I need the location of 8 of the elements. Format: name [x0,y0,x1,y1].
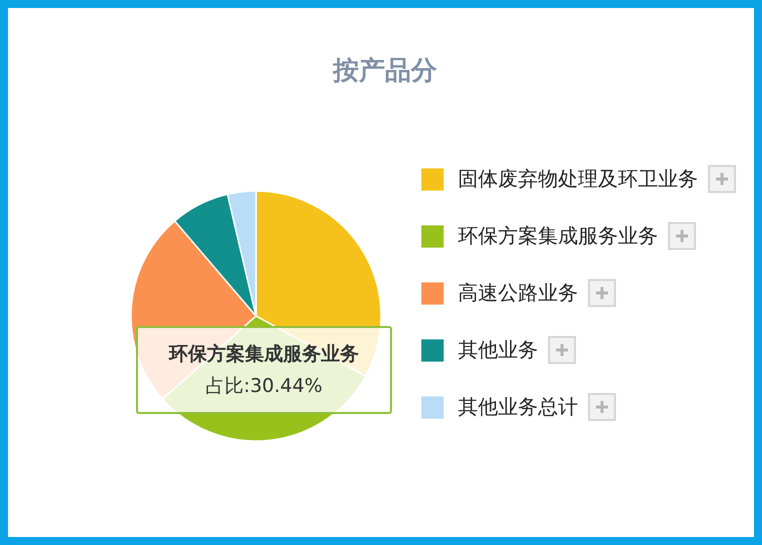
legend-label: 其他业务 [458,338,538,362]
slice-label: 环保方案集成服务业务 [169,343,359,365]
legend-label: 其他业务总计 [458,394,578,418]
legend-label: 固体废弃物处理及环卫业务 [458,166,698,190]
chart-title: 按产品分 [332,56,438,86]
data-label: 占比:30.44% [204,374,324,399]
legend-label: 高速公路业务 [458,280,578,304]
legend-label: 环保方案集成服务业务 [458,224,658,248]
